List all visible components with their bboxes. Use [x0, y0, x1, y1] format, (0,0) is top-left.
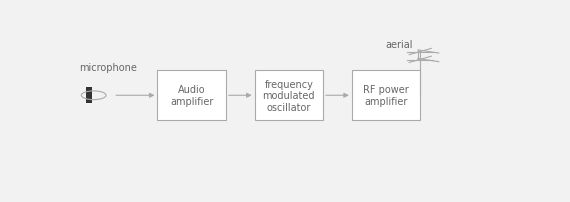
Bar: [86, 88, 92, 104]
Text: frequency
modulated
oscillator: frequency modulated oscillator: [263, 79, 315, 112]
Text: aerial: aerial: [385, 39, 412, 49]
Bar: [157, 71, 226, 121]
Text: Audio
amplifier: Audio amplifier: [170, 85, 213, 106]
Bar: [352, 71, 420, 121]
Text: microphone: microphone: [79, 63, 137, 73]
Bar: [255, 71, 323, 121]
Text: RF power
amplifier: RF power amplifier: [363, 85, 409, 106]
